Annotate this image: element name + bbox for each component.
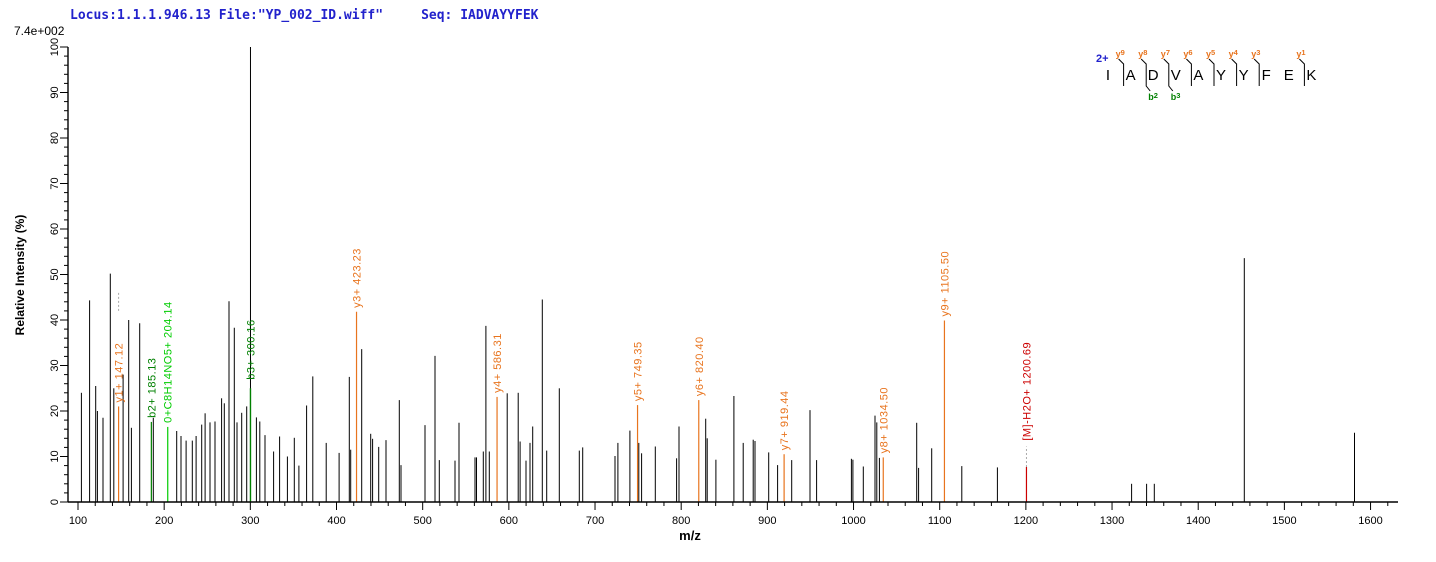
fragment-bracket bbox=[1186, 58, 1192, 86]
y-axis-title: Relative Intensity (%) bbox=[13, 215, 27, 336]
sequence-label: Seq: IADVAYYFEK bbox=[421, 8, 539, 23]
x-axis-tick-label: 800 bbox=[672, 515, 690, 527]
x-axis-tick-label: 1200 bbox=[1014, 515, 1038, 527]
x-axis-tick-label: 900 bbox=[758, 515, 776, 527]
x-axis-tick-label: 1300 bbox=[1100, 515, 1124, 527]
y-axis-tick-label: 10 bbox=[49, 450, 61, 462]
y-ion-marker-y3: y3 bbox=[1251, 48, 1260, 59]
peak-label-y5-749-35: y5+ 749.35 bbox=[633, 341, 645, 401]
x-axis-tick-label: 1400 bbox=[1186, 515, 1210, 527]
peak-label-b2-185-13: b2+ 185.13 bbox=[146, 358, 158, 418]
x-axis-tick-label: 500 bbox=[414, 515, 432, 527]
x-axis-tick-label: 600 bbox=[500, 515, 518, 527]
x-axis-tick-label: 1000 bbox=[841, 515, 865, 527]
x-axis-tick-label: 200 bbox=[155, 515, 173, 527]
fragment-bracket bbox=[1140, 58, 1151, 92]
sequence-residue: D bbox=[1148, 67, 1159, 84]
sequence-residue: E bbox=[1284, 67, 1294, 84]
sequence-residue: I bbox=[1106, 67, 1110, 84]
x-axis-tick-label: 400 bbox=[327, 515, 345, 527]
locus-file-label: Locus:1.1.1.946.13 File:"YP_002_ID.wiff" bbox=[70, 8, 384, 23]
x-axis-tick-label: 700 bbox=[586, 515, 604, 527]
sequence-residue: A bbox=[1193, 67, 1203, 84]
sequence-residue: Y bbox=[1239, 67, 1249, 84]
sequence-residue: V bbox=[1171, 67, 1181, 84]
y-axis-tick-label: 100 bbox=[49, 38, 61, 56]
y-axis-tick-label: 50 bbox=[49, 268, 61, 280]
peak-label-y6-820-40: y6+ 820.40 bbox=[694, 336, 706, 396]
y-ion-marker-y6: y6 bbox=[1183, 48, 1192, 59]
y-ion-marker-y8: y8 bbox=[1138, 48, 1147, 59]
y-ion-marker-y9: y9 bbox=[1116, 48, 1125, 59]
y-axis-tick-label: 0 bbox=[49, 499, 61, 505]
x-axis-tick-label: 100 bbox=[69, 515, 87, 527]
y-axis-tick-label: 20 bbox=[49, 405, 61, 417]
y-ion-marker-y7: y7 bbox=[1161, 48, 1170, 59]
sequence-residue: F bbox=[1262, 67, 1271, 84]
peak-label-y8-1034-50: y8+ 1034.50 bbox=[878, 387, 890, 453]
peak-label-y1-147-12: y1+ 147.12 bbox=[114, 343, 126, 403]
y-ion-marker-y5: y5 bbox=[1206, 48, 1215, 59]
fragment-bracket bbox=[1163, 58, 1174, 92]
x-axis-tick-label: 1500 bbox=[1272, 515, 1296, 527]
peak-label-y3-423-23: y3+ 423.23 bbox=[352, 248, 364, 308]
x-axis-tick-label: 1100 bbox=[928, 515, 952, 527]
x-axis-tick-label: 1600 bbox=[1358, 515, 1382, 527]
sequence-residue: Y bbox=[1216, 67, 1226, 84]
fragment-bracket bbox=[1208, 58, 1215, 86]
y-axis-tick-label: 60 bbox=[49, 223, 61, 235]
sequence-residue: A bbox=[1126, 67, 1136, 84]
base-peak-intensity: 7.4e+002 bbox=[14, 24, 65, 38]
peak-label-y9-1105-50: y9+ 1105.50 bbox=[939, 251, 951, 317]
y-ion-marker-y4: y4 bbox=[1229, 48, 1239, 59]
sequence-residue: K bbox=[1306, 67, 1316, 84]
spectrum-header: Locus:1.1.1.946.13 File:"YP_002_ID.wiff"… bbox=[70, 8, 538, 23]
peak-label-y7-919-44: y7+ 919.44 bbox=[779, 390, 791, 450]
b-ion-marker-b3: b3 bbox=[1171, 91, 1181, 102]
peak-label-y4-586-31: y4+ 586.31 bbox=[492, 333, 504, 393]
fragment-bracket bbox=[1118, 58, 1125, 86]
peak-label-0-c8h14no5-204-14: 0+C8H14NO5+ 204.14 bbox=[163, 301, 175, 423]
y-axis-tick-label: 30 bbox=[49, 359, 61, 371]
fragment-bracket bbox=[1299, 58, 1305, 86]
fragment-bracket bbox=[1253, 58, 1260, 86]
precursor-charge-label: 2+ bbox=[1096, 53, 1109, 65]
fragment-bracket bbox=[1231, 58, 1238, 86]
y-axis-tick-label: 80 bbox=[49, 132, 61, 144]
y-axis-tick-label: 70 bbox=[49, 177, 61, 189]
peak-label-m-h2o-1200-69: [M]-H2O+ 1200.69 bbox=[1021, 342, 1033, 441]
y-axis-tick-label: 90 bbox=[49, 86, 61, 98]
peak-label-b3-300-16: b3+ 300.16 bbox=[245, 319, 257, 379]
y-ion-marker-y1: y1 bbox=[1296, 48, 1305, 59]
x-axis-tick-label: 300 bbox=[241, 515, 259, 527]
b-ion-marker-b2: b2 bbox=[1148, 91, 1158, 102]
y-axis-tick-label: 40 bbox=[49, 314, 61, 326]
x-axis-title: m/z bbox=[679, 528, 701, 543]
